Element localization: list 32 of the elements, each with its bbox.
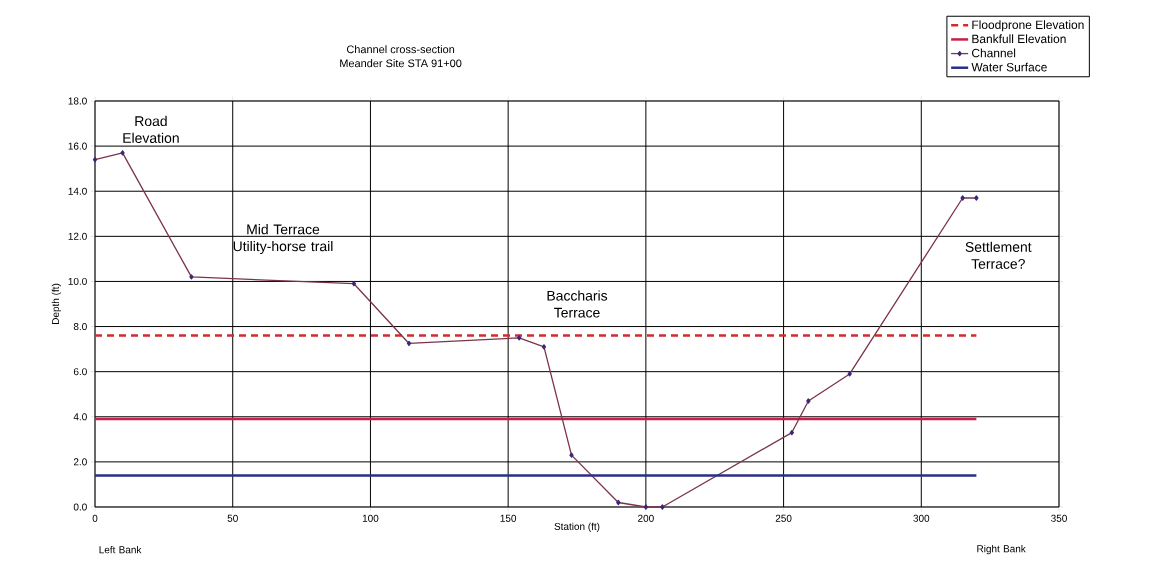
y-axis-title: Depth (ft) xyxy=(51,283,61,324)
y-tick-label: 12.0 xyxy=(68,232,87,240)
y-tick-label: 4.0 xyxy=(73,413,87,421)
x-tick-label: 300 xyxy=(913,514,930,522)
chart-title: Channel cross-section xyxy=(346,45,455,54)
y-tick-label: 16.0 xyxy=(68,142,87,150)
annotation: Road Elevation xyxy=(123,115,179,144)
y-tick-label: 6.0 xyxy=(73,368,87,376)
y-tick-label: 8.0 xyxy=(73,323,87,331)
text: Left Bank xyxy=(99,545,142,554)
chart-subtitle: Meander Site STA 91+00 xyxy=(340,59,462,68)
x-tick-label: 250 xyxy=(775,514,792,522)
y-tick-label: 18.0 xyxy=(68,97,87,105)
y-tick-label: 10.0 xyxy=(68,277,87,285)
legend-label: Channel xyxy=(972,48,1016,58)
legend-label: Water Surface xyxy=(971,62,1047,72)
y-tick-label: 14.0 xyxy=(68,187,87,195)
y-tick-label: 0.0 xyxy=(73,503,87,511)
text: Right Bank xyxy=(977,544,1026,555)
x-tick-label: 50 xyxy=(227,514,238,522)
x-tick-label: 100 xyxy=(362,514,379,522)
x-axis-title: Station (ft) xyxy=(554,522,600,532)
annotation: Settlement Terrace? xyxy=(965,241,1032,269)
x-tick-label: 150 xyxy=(500,514,517,522)
y-tick-label: 2.0 xyxy=(73,458,87,466)
x-tick-label: 350 xyxy=(1051,514,1067,522)
x-tick-label: 200 xyxy=(638,514,654,522)
annotation: Mid Terrace Utility-horse trail xyxy=(233,224,333,254)
legend-label: Floodprone Elevation xyxy=(972,20,1084,32)
legend-label: Bankfull Elevation xyxy=(972,34,1066,44)
x-tick-label: 0 xyxy=(92,514,98,522)
annotation: Baccharis Terrace xyxy=(547,290,608,318)
